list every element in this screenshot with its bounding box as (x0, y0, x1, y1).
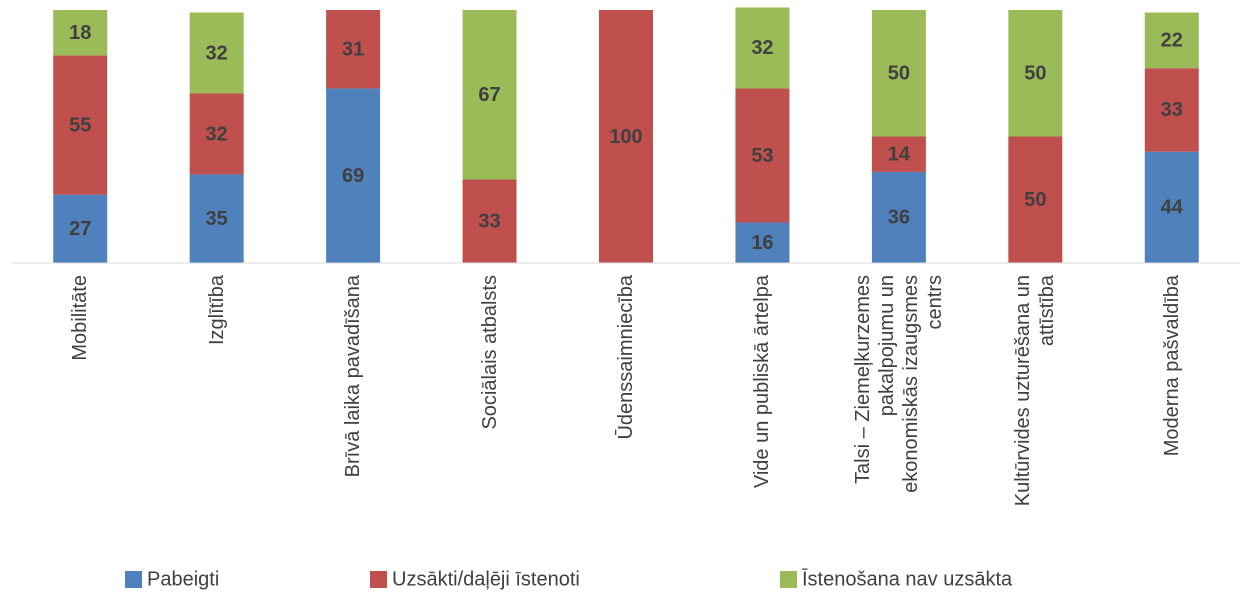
x-tick-label: Sociālais atbalsts (478, 275, 501, 430)
bar-segment (871, 136, 926, 172)
data-label: 32 (751, 37, 773, 59)
data-label: 100 (609, 126, 642, 148)
data-label: 18 (69, 22, 91, 44)
data-label: 32 (206, 42, 228, 64)
data-label: 31 (342, 38, 364, 60)
data-label: 33 (478, 211, 500, 233)
bar-segment (189, 174, 244, 263)
bar-segment (189, 12, 244, 94)
data-label: 16 (751, 232, 773, 254)
bar-segment (53, 194, 108, 263)
x-tick-label: Izglītība (205, 275, 228, 346)
legend-label: Uzsākti/daļēji īstenoti (392, 568, 580, 590)
bar-segment (53, 55, 108, 195)
bar-segment (53, 10, 108, 56)
x-tick-label: Ūdenssaimniecība (615, 275, 637, 440)
bar-segment (189, 93, 244, 175)
bar-segment (599, 10, 653, 263)
data-label: 50 (888, 63, 910, 85)
x-tick-label: Brīvā laika pavadīšana (342, 275, 365, 478)
data-label: 22 (1161, 30, 1183, 52)
x-tick-label: Kultūrvides uzturēšana un attīstība (1012, 275, 1059, 507)
legend-swatch (780, 571, 797, 588)
data-label: 44 (1161, 197, 1184, 219)
bar-segment (871, 10, 926, 137)
bar-segment (1008, 136, 1063, 263)
bar-segment (1008, 10, 1063, 137)
bar-segment (871, 171, 926, 263)
data-label: 53 (751, 145, 773, 167)
legend-label: Īstenošana nav uzsākta (802, 567, 1013, 590)
data-label: 14 (888, 143, 911, 165)
bar-segment (326, 10, 381, 89)
data-label: 35 (206, 208, 228, 230)
data-label: 55 (69, 114, 91, 136)
data-label: 32 (206, 123, 228, 145)
data-label: 50 (1024, 63, 1046, 85)
x-tick-label: Talsi – Ziemeļkurzemes pakalpojumu un ek… (851, 275, 946, 493)
legend-label: Pabeigti (147, 568, 219, 590)
data-label: 36 (888, 207, 910, 229)
data-label: 27 (69, 218, 91, 240)
bar-segment (326, 88, 381, 264)
x-tick-label: Mobilitāte (69, 275, 92, 361)
data-label: 50 (1024, 189, 1046, 211)
x-tick-label: Vide un publiskā ārtelpa (751, 275, 774, 489)
legend-swatch (125, 571, 142, 588)
bar-segment (462, 179, 517, 263)
bar-segment (1144, 151, 1199, 263)
data-label: 69 (342, 165, 364, 187)
bar-segment (735, 222, 790, 263)
bar-segment (1144, 68, 1199, 152)
bar-segment (735, 88, 790, 223)
bar-segment (735, 7, 790, 89)
x-tick-label: Moderna pašvaldība (1160, 275, 1183, 457)
bar-segment (462, 10, 517, 180)
data-label: 33 (1161, 99, 1183, 121)
legend-swatch (370, 571, 387, 588)
data-label: 67 (478, 84, 500, 106)
bar-segment (1144, 12, 1199, 69)
